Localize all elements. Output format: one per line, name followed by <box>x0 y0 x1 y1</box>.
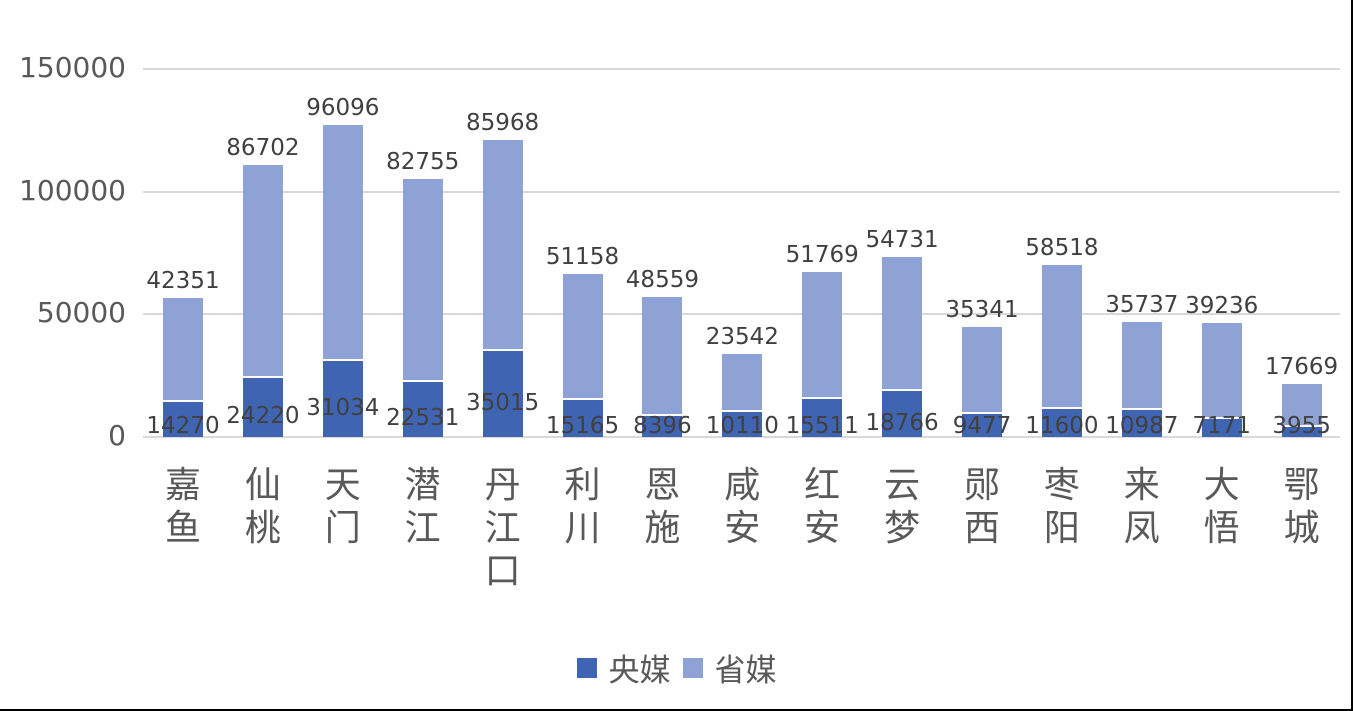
data-label-provincial: 17669 <box>1265 353 1339 380</box>
y-tick-label: 150000 <box>19 51 126 84</box>
bar-segment-central[interactable] <box>1281 427 1322 437</box>
bar-segment-provincial[interactable] <box>402 178 443 382</box>
bar-segment-central[interactable] <box>722 412 763 437</box>
bar-segment-central[interactable] <box>1041 408 1082 437</box>
data-label-provincial: 54731 <box>865 226 939 253</box>
data-label-provincial: 82755 <box>386 148 460 175</box>
bar-segment-provincial[interactable] <box>802 271 843 399</box>
y-tick-label: 50000 <box>36 296 126 330</box>
x-category-label: 大悟 <box>1203 465 1240 549</box>
x-category-label: 鄂城 <box>1283 465 1320 549</box>
bar-segment-provincial[interactable] <box>562 274 603 400</box>
x-category-label: 云梦 <box>884 465 921 549</box>
data-label-provincial: 86702 <box>226 134 300 161</box>
data-label-central: 11600 <box>1025 413 1099 439</box>
bar-segment-provincial[interactable] <box>1201 323 1242 420</box>
bar-segment-central[interactable] <box>1121 410 1162 437</box>
x-category-label: 恩施 <box>644 465 681 549</box>
data-label-central: 31034 <box>306 394 380 421</box>
bar-segment-provincial[interactable] <box>322 125 363 361</box>
bar-segment-provincial[interactable] <box>163 298 203 402</box>
bar-segment-central[interactable] <box>962 413 1002 437</box>
data-label-central: 22531 <box>386 405 460 432</box>
data-label-central: 9477 <box>952 413 1012 439</box>
bar-segment-provincial[interactable] <box>1121 322 1162 411</box>
data-label-central: 3955 <box>1272 413 1331 439</box>
y-tick-label: 0 <box>108 419 126 452</box>
bar-segment-provincial[interactable] <box>1041 264 1082 409</box>
legend-label-provincial: 省媒 <box>714 653 777 689</box>
bar-segment-provincial[interactable] <box>882 256 923 391</box>
data-label-central: 35015 <box>466 390 540 417</box>
data-label-provincial: 39236 <box>1185 293 1259 320</box>
legend-label-central: 央媒 <box>608 653 671 689</box>
bar-segment-central[interactable] <box>802 398 843 437</box>
bar-segment-provincial[interactable] <box>722 354 763 413</box>
gridline <box>143 190 1340 193</box>
bar-segment-provincial[interactable] <box>242 164 283 378</box>
data-label-provincial: 48559 <box>625 267 699 294</box>
x-category-label: 天门 <box>324 465 361 549</box>
x-category-label: 丹江口 <box>484 465 521 592</box>
data-label-central: 7171 <box>1192 413 1251 439</box>
data-label-provincial: 42351 <box>146 268 220 295</box>
bar-segment-central[interactable] <box>562 399 603 437</box>
y-tick-label: 100000 <box>19 173 126 207</box>
bar-segment-central[interactable] <box>642 416 683 437</box>
gridline <box>143 313 1340 316</box>
legend-item-central-media[interactable]: 央媒 <box>576 645 671 690</box>
gridline <box>143 436 1340 438</box>
data-label-provincial: 23542 <box>705 324 779 351</box>
x-category-label: 红安 <box>804 465 841 549</box>
x-category-label: 咸安 <box>724 465 761 549</box>
bar-segment-provincial[interactable] <box>962 327 1002 414</box>
data-label-central: 15165 <box>545 413 620 439</box>
bar-segment-central[interactable] <box>1201 419 1242 437</box>
bar-segment-provincial[interactable] <box>642 297 683 417</box>
x-category-label: 嘉鱼 <box>164 465 201 549</box>
data-label-central: 8396 <box>633 413 692 439</box>
data-label-provincial: 85968 <box>466 110 540 137</box>
x-category-label: 郧西 <box>963 465 1000 549</box>
x-category-label: 潜江 <box>404 465 441 549</box>
legend: 央媒 省媒 <box>0 645 1353 690</box>
bar-segment-central[interactable] <box>242 377 283 437</box>
data-label-central: 10987 <box>1105 413 1179 439</box>
data-label-provincial: 96096 <box>306 95 380 122</box>
legend-swatch-provincial <box>682 657 703 678</box>
bar-segment-central[interactable] <box>882 390 923 437</box>
data-label-provincial: 51769 <box>785 241 859 268</box>
bar-segment-provincial[interactable] <box>1281 383 1322 428</box>
legend-swatch-central <box>576 657 597 678</box>
x-category-label: 利川 <box>564 465 601 549</box>
data-label-provincial: 51158 <box>545 244 620 271</box>
data-label-central: 15511 <box>785 413 859 439</box>
bar-segment-central[interactable] <box>163 401 203 437</box>
data-label-provincial: 35737 <box>1105 292 1179 319</box>
x-category-label: 仙桃 <box>244 465 281 549</box>
bar-segment-provincial[interactable] <box>482 140 523 352</box>
data-label-central: 24220 <box>226 403 300 430</box>
data-label-provincial: 58518 <box>1025 234 1099 261</box>
x-category-label: 来凤 <box>1123 465 1160 549</box>
data-label-central: 14270 <box>146 413 220 439</box>
bar-segment-central[interactable] <box>322 360 363 437</box>
bar-segment-central[interactable] <box>482 351 523 437</box>
data-label-central: 18766 <box>865 409 939 436</box>
x-category-label: 枣阳 <box>1043 465 1080 549</box>
gridline <box>143 68 1340 70</box>
data-label-provincial: 35341 <box>945 297 1019 324</box>
legend-item-provincial-media[interactable]: 省媒 <box>682 645 777 690</box>
data-label-central: 10110 <box>705 413 779 439</box>
bar-segment-central[interactable] <box>402 381 443 437</box>
